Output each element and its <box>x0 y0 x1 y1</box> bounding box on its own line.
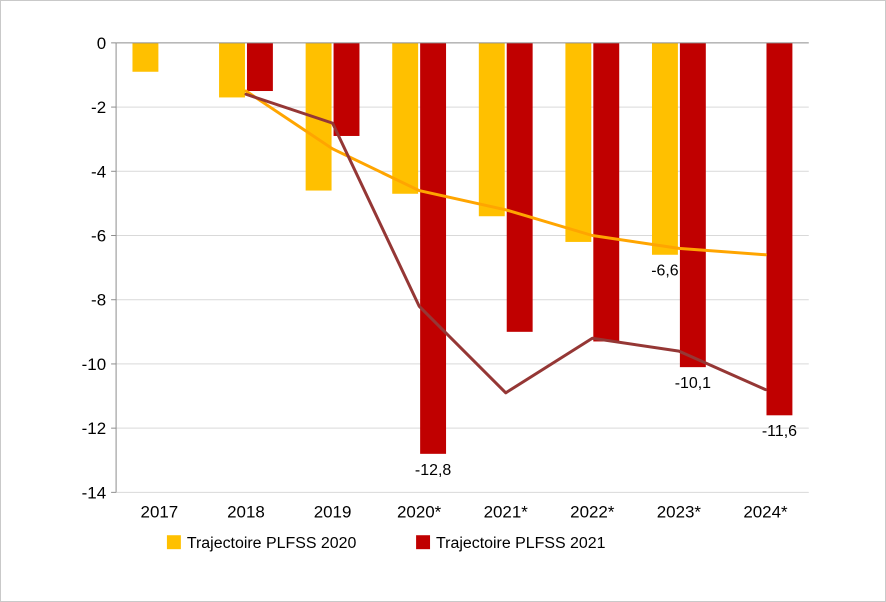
bar-trajectoire-plfss-2021-2020 <box>420 42 447 454</box>
legend-swatch-trajectoire-plfss-2021 <box>416 535 431 550</box>
x-axis-category-label-2020: 2020* <box>397 502 442 521</box>
x-axis-category-label-2019: 2019 <box>314 502 352 521</box>
bar-trajectoire-plfss-2020-2018 <box>219 42 245 98</box>
legend-label-trajectoire-plfss-2021: Trajectoire PLFSS 2021 <box>436 535 606 552</box>
dark-red-trend-line <box>244 92 767 395</box>
bar-trajectoire-plfss-2021-2018 <box>246 42 273 92</box>
y-axis-tick-label: -8 <box>91 291 106 310</box>
orange-trend-line <box>244 89 767 257</box>
bar-trajectoire-plfss-2021-2024 <box>766 42 793 416</box>
bar-value-label-trajectoire-plfss-2021-2024: -11,6 <box>762 423 797 440</box>
bar-value-label-trajectoire-plfss-2021-2020: -12,8 <box>415 462 451 479</box>
x-axis-category-label-2022: 2022* <box>570 502 615 521</box>
bar-trajectoire-plfss-2021-2023 <box>679 42 706 368</box>
y-axis-tick-label: 0 <box>97 34 106 53</box>
y-axis-tick-label: -2 <box>91 98 106 117</box>
legend-label-trajectoire-plfss-2020: Trajectoire PLFSS 2020 <box>187 535 357 552</box>
x-axis-category-label-2024: 2024* <box>743 502 788 521</box>
y-axis-tick-label: -10 <box>82 355 106 374</box>
bar-trajectoire-plfss-2020-2020 <box>392 42 419 194</box>
x-axis-category-label-2018: 2018 <box>227 502 265 521</box>
bar-trajectoire-plfss-2021-2019 <box>333 42 360 136</box>
y-axis-tick-label: -12 <box>82 419 106 438</box>
x-axis-category-label-2017: 2017 <box>141 502 179 521</box>
bar-trajectoire-plfss-2020-2023 <box>651 42 678 255</box>
y-axis-tick-label: -6 <box>91 226 106 245</box>
y-axis-tick-label: -14 <box>82 483 106 502</box>
bar-trajectoire-plfss-2021-2021 <box>506 42 533 332</box>
y-axis-tick-label: -4 <box>91 162 106 181</box>
bar-trajectoire-plfss-2020-2021 <box>478 42 505 217</box>
bar-trajectoire-plfss-2020-2022 <box>565 42 592 242</box>
bar-trajectoire-plfss-2021-2022 <box>593 42 620 342</box>
bar-value-label-trajectoire-plfss-2021-2023: -10,1 <box>675 375 711 392</box>
legend-swatch-trajectoire-plfss-2020 <box>166 535 181 550</box>
bar-value-label-trajectoire-plfss-2020-2023: -6,6 <box>651 263 679 280</box>
x-axis-category-label-2021: 2021* <box>484 502 529 521</box>
x-axis-category-label-2023: 2023* <box>657 502 702 521</box>
bar-trajectoire-plfss-2020-2017 <box>132 42 159 72</box>
